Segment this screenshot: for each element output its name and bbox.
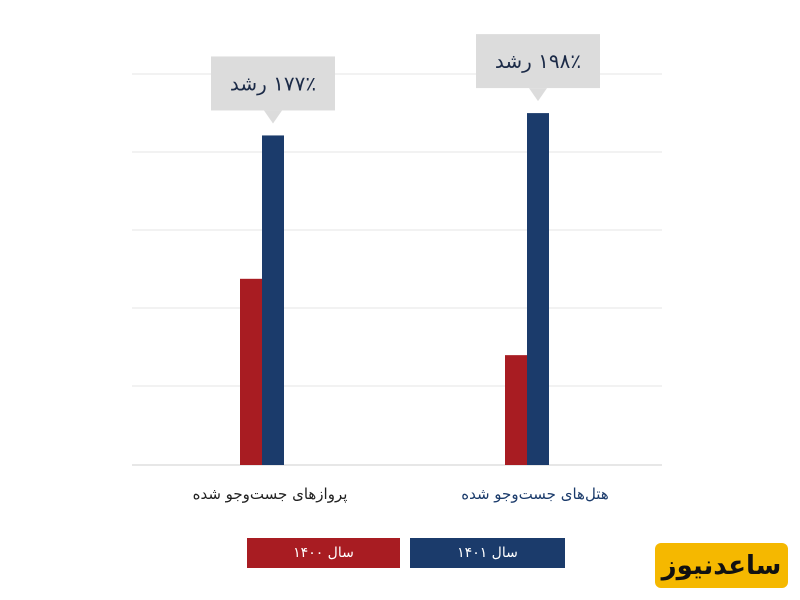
logo-text: ساعدنیوز bbox=[661, 550, 782, 581]
callout-pointer-1 bbox=[529, 88, 547, 102]
bar-1400-cat-1 bbox=[505, 355, 527, 465]
category-label-1: هتل‌های جست‌وجو شده bbox=[461, 485, 609, 503]
callout-box-0 bbox=[211, 56, 335, 111]
callout-text-1: ۱۹۸٪ رشد bbox=[495, 49, 581, 73]
gridlines bbox=[132, 73, 662, 466]
legend-item-1401: سال ۱۴۰۱ bbox=[410, 538, 565, 568]
bar-1400-cat-0 bbox=[240, 278, 262, 465]
callout-text-0: ۱۷۷٪ رشد bbox=[230, 71, 316, 95]
callout-pointer-0 bbox=[264, 110, 282, 124]
growth-callout-0: ۱۷۷٪ رشد bbox=[211, 56, 335, 124]
legend-label-1400: سال ۱۴۰۰ bbox=[293, 545, 354, 561]
category-labels: پروازهای جست‌وجو شده هتل‌های جست‌وجو شده bbox=[193, 485, 609, 504]
legend-item-1400: سال ۱۴۰۰ bbox=[247, 538, 400, 568]
growth-callout-1: ۱۹۸٪ رشد bbox=[476, 34, 600, 102]
bar-1401-cat-0 bbox=[262, 135, 284, 465]
callout-box-1 bbox=[476, 34, 600, 89]
bars bbox=[240, 113, 549, 465]
saednews-logo: ساعدنیوز bbox=[655, 543, 788, 588]
bar-1401-cat-1 bbox=[527, 113, 549, 465]
growth-callouts: ۱۷۷٪ رشد ۱۹۸٪ رشد bbox=[211, 34, 600, 124]
category-label-0: پروازهای جست‌وجو شده bbox=[193, 485, 348, 504]
legend-label-1401: سال ۱۴۰۱ bbox=[457, 545, 518, 561]
